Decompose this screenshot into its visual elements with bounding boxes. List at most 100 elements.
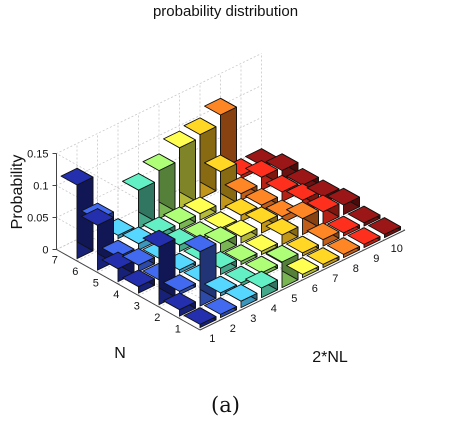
bar <box>204 226 237 254</box>
y-tick-label: 7 <box>52 254 58 266</box>
bar <box>245 234 278 256</box>
x-axis-line <box>199 229 406 331</box>
bar-top-face <box>286 201 319 220</box>
y-tick-label: 2 <box>154 312 160 324</box>
bar-top-face <box>224 198 258 216</box>
z-tick-label: 0.15 <box>27 149 48 161</box>
bar <box>204 275 237 297</box>
bar <box>163 206 196 231</box>
bar <box>101 251 135 283</box>
z-tick-label: 0 <box>42 245 48 257</box>
bar-top-face <box>286 183 319 201</box>
bar-top-face <box>101 239 135 258</box>
bar-top-face <box>183 307 217 325</box>
bar-top-face <box>286 257 319 275</box>
x-tick-label: 10 <box>391 243 403 255</box>
bar <box>224 284 258 309</box>
bar <box>142 216 176 241</box>
bar <box>163 292 196 317</box>
bar-top-face <box>224 219 258 238</box>
bar-top-face <box>265 174 299 193</box>
figure-caption: (a) <box>211 393 240 417</box>
bar <box>122 269 155 294</box>
bar-top-face <box>286 235 319 254</box>
bar-top-face <box>122 248 155 266</box>
bar-top-face <box>245 234 278 252</box>
bar-top-face <box>183 117 217 136</box>
bar-top-face <box>245 270 278 289</box>
bar-top-face <box>142 229 176 248</box>
bar <box>347 205 381 227</box>
bar <box>327 215 360 237</box>
x-tick-label: 4 <box>271 303 277 315</box>
bar-top-face <box>265 217 299 236</box>
bar-top-face <box>245 188 278 206</box>
bar-top-face <box>245 255 278 274</box>
bar-top-face <box>306 194 340 213</box>
bar <box>163 274 196 296</box>
bar-top-face <box>286 168 319 186</box>
bar-top-face <box>60 167 94 186</box>
bar-top-face <box>224 284 258 302</box>
bar <box>306 247 340 269</box>
bar <box>122 173 155 230</box>
bar <box>142 153 176 220</box>
bar <box>224 244 258 266</box>
bar <box>183 196 217 221</box>
bar <box>327 187 360 216</box>
bar-top-face <box>347 205 381 224</box>
y-axis-line <box>56 249 201 331</box>
bar <box>347 227 381 249</box>
bar-top-face <box>347 227 381 245</box>
bar <box>368 217 401 239</box>
bar-top-face <box>327 187 360 206</box>
x-tick-label: 6 <box>312 283 318 295</box>
x-tick-label: 9 <box>373 253 379 265</box>
bar-top-face <box>204 297 237 315</box>
y-tick-label: 6 <box>72 266 78 278</box>
z-axis-label: Probability <box>9 155 26 230</box>
bar <box>183 234 217 307</box>
bar-top-face <box>81 208 114 226</box>
bar-top-face <box>224 244 258 262</box>
x-tick-label: 3 <box>250 313 256 325</box>
bar <box>183 307 217 329</box>
x-tick-label: 1 <box>209 333 215 345</box>
y-tick-label: 5 <box>93 277 99 289</box>
bar <box>245 270 278 299</box>
bar <box>245 206 278 234</box>
bar-top-face <box>204 226 237 244</box>
bar-top-face <box>204 275 237 294</box>
bar-top-face <box>142 153 176 172</box>
bar <box>286 257 319 279</box>
bar <box>306 222 340 247</box>
bar <box>265 217 299 246</box>
bar-top-face <box>204 211 237 229</box>
bar-top-face <box>163 206 196 225</box>
bar-top-face <box>101 251 135 270</box>
axis-layer: 0 0.05 0.1 0.15 1 2 3 4 5 6 7 8 9 10 1 2 3 4 5 6 7 <box>27 149 406 345</box>
bar-top-face <box>327 215 360 234</box>
bar-top-face <box>163 130 196 149</box>
bar <box>306 194 340 226</box>
x-tick-label: 5 <box>291 293 297 305</box>
y-tick-label: 1 <box>175 323 181 335</box>
bar-top-face <box>183 196 217 215</box>
bar-top-face <box>368 217 401 235</box>
bar-top-face <box>327 237 360 255</box>
bar <box>286 235 319 257</box>
bar <box>265 153 299 181</box>
bar <box>204 297 237 319</box>
bar-top-face <box>306 222 340 241</box>
chart-title: probability distribution <box>152 3 299 20</box>
bar-top-face <box>204 97 237 116</box>
bar <box>245 188 278 213</box>
bar-top-face <box>122 269 155 288</box>
bar <box>245 160 278 191</box>
y-tick-label: 3 <box>134 300 140 312</box>
bar-top-face <box>306 179 340 198</box>
bar-top-face <box>245 160 278 178</box>
bar-top-face <box>142 216 176 235</box>
z-tick-label: 0.05 <box>27 213 48 225</box>
bar <box>183 117 217 200</box>
